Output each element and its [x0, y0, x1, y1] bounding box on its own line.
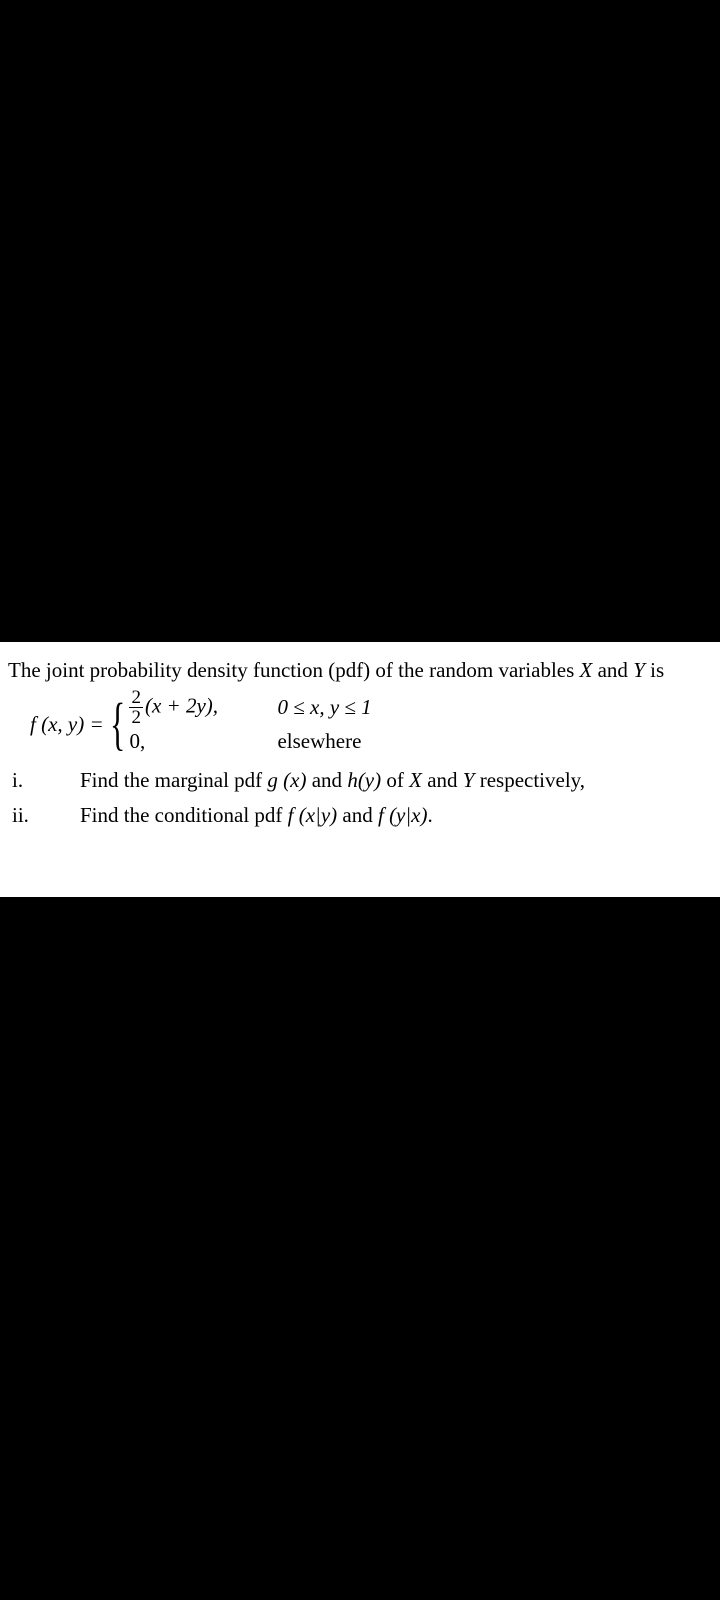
- case-1: 2 2 (x + 2y), 0 ≤ x, y ≤ 1: [129, 690, 371, 724]
- qii-prefix: Find the conditional pdf: [80, 803, 288, 827]
- intro-var-y: Y: [633, 658, 645, 682]
- case-2: 0, elsewhere: [129, 724, 371, 758]
- intro-var-x: X: [580, 658, 593, 682]
- qii-suffix: .: [427, 803, 432, 827]
- brace-icon: {: [110, 698, 125, 750]
- page-container: The joint probability density function (…: [0, 0, 720, 1600]
- qi-mid: of: [381, 768, 409, 792]
- qi-and2: and: [422, 768, 463, 792]
- question-i: i. Find the marginal pdf g (x) and h(y) …: [8, 766, 712, 794]
- case2-cond: elsewhere: [277, 727, 361, 755]
- qii-fxy: f (x|y): [288, 803, 338, 827]
- q-ii-label: ii.: [8, 801, 80, 829]
- qi-h: h(y): [347, 768, 381, 792]
- qi-suffix: respectively,: [474, 768, 585, 792]
- intro-suffix: is: [645, 658, 664, 682]
- qii-fyx: f (y|x): [378, 803, 428, 827]
- content-panel: The joint probability density function (…: [0, 642, 720, 897]
- qi-prefix: Find the marginal pdf: [80, 768, 267, 792]
- intro-text: The joint probability density function (…: [8, 656, 712, 684]
- questions-list: i. Find the marginal pdf g (x) and h(y) …: [8, 766, 712, 829]
- q-ii-text: Find the conditional pdf f (x|y) and f (…: [80, 801, 712, 829]
- intro-mid: and: [592, 658, 633, 682]
- qii-and: and: [337, 803, 378, 827]
- frac-num: 2: [129, 688, 143, 707]
- question-ii: ii. Find the conditional pdf f (x|y) and…: [8, 801, 712, 829]
- case1-expr: 2 2 (x + 2y),: [129, 688, 255, 727]
- intro-prefix: The joint probability density function (…: [8, 658, 580, 682]
- equation-block: f (x, y) = { 2 2 (x + 2y), 0 ≤ x, y ≤ 1 …: [30, 690, 712, 758]
- qi-Y: Y: [463, 768, 475, 792]
- q-i-label: i.: [8, 766, 80, 794]
- qi-g: g (x): [267, 768, 306, 792]
- fn-head: f (x, y) =: [30, 710, 104, 738]
- q-i-text: Find the marginal pdf g (x) and h(y) of …: [80, 766, 712, 794]
- case1-remainder: (x + 2y),: [145, 693, 218, 717]
- qi-X: X: [409, 768, 422, 792]
- cases: 2 2 (x + 2y), 0 ≤ x, y ≤ 1 0, elsewhere: [129, 690, 371, 758]
- case1-cond: 0 ≤ x, y ≤ 1: [277, 693, 371, 721]
- case2-expr: 0,: [129, 727, 255, 755]
- fraction: 2 2: [129, 688, 143, 727]
- qi-and1: and: [306, 768, 347, 792]
